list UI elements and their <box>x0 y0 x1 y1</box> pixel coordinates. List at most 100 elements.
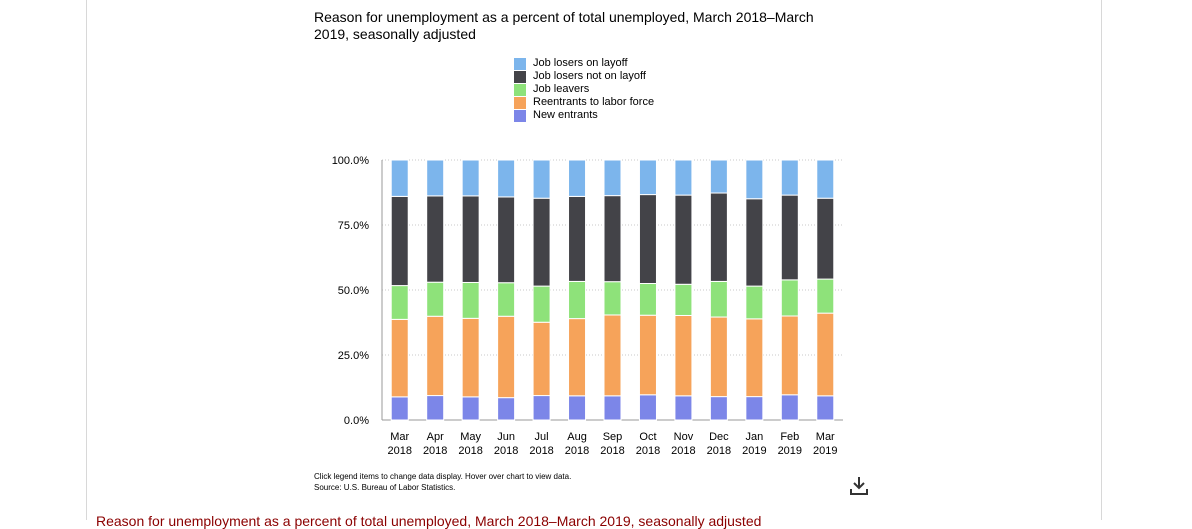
x-tick-label-month: Jun <box>497 431 515 443</box>
bar-segment[interactable] <box>816 278 835 314</box>
bar-segment[interactable] <box>497 159 516 198</box>
bar-segment[interactable] <box>780 394 799 421</box>
bar-segment[interactable] <box>638 283 657 316</box>
bar-segment[interactable] <box>674 283 693 316</box>
bar-segment[interactable] <box>745 318 764 398</box>
bar-segment[interactable] <box>532 197 551 287</box>
bar-segment[interactable] <box>426 195 445 283</box>
chart-legend: Job losers on layoff Job losers not on l… <box>514 57 654 122</box>
bar-segment[interactable] <box>532 321 551 397</box>
bar-segment[interactable] <box>390 285 409 320</box>
bar-segment[interactable] <box>816 395 835 421</box>
bar-segment[interactable] <box>426 395 445 421</box>
legend-label: Job losers not on layoff <box>533 70 646 82</box>
x-tick-label-month: Jan <box>745 431 763 443</box>
bar-segment[interactable] <box>638 314 657 396</box>
download-icon[interactable] <box>848 474 870 498</box>
legend-item-job-leavers[interactable]: Job leavers <box>514 83 654 96</box>
legend-swatch <box>514 70 526 83</box>
bar-segment[interactable] <box>568 195 587 282</box>
x-tick-label-month: May <box>460 431 481 443</box>
panel-border-left <box>86 0 87 520</box>
bar-segment[interactable] <box>603 395 622 421</box>
x-tick-label-month: Nov <box>674 431 694 443</box>
bar-segment[interactable] <box>532 395 551 421</box>
bar-segment[interactable] <box>461 281 480 319</box>
note-instructions: Click legend items to change data displa… <box>314 472 572 481</box>
bar-segment[interactable] <box>603 281 622 316</box>
bar-segment[interactable] <box>709 316 728 398</box>
bar-segment[interactable] <box>532 285 551 323</box>
stacked-bar-chart[interactable]: 0.0% 25.0% 50.0% 75.0% 100.0% Mar 2018 Apr 2018 M… <box>0 0 1192 470</box>
bar-segment[interactable] <box>461 396 480 421</box>
bar-segment[interactable] <box>745 285 764 320</box>
bar-segment[interactable] <box>745 159 764 200</box>
legend-label: New entrants <box>533 109 598 121</box>
bar-segment[interactable] <box>390 195 409 287</box>
bar-segment[interactable] <box>780 279 799 317</box>
bar-segment[interactable] <box>780 194 799 281</box>
x-tick-label-year: 2018 <box>565 445 589 457</box>
x-tick-label-year: 2018 <box>600 445 624 457</box>
bar-segment[interactable] <box>709 159 728 194</box>
bar-segment[interactable] <box>461 159 480 197</box>
bar-segment[interactable] <box>568 318 587 397</box>
bar-segment[interactable] <box>745 198 764 287</box>
bar-segment[interactable] <box>568 280 587 320</box>
bar-segment[interactable] <box>497 315 516 399</box>
legend-item-job-losers-on-layoff[interactable]: Job losers on layoff <box>514 57 654 70</box>
bar-segment[interactable] <box>603 195 622 283</box>
y-tick-label: 0.0% <box>344 415 369 427</box>
panel-border-right <box>1101 0 1102 520</box>
legend-item-reentrants[interactable]: Reentrants to labor force <box>514 96 654 109</box>
bar-segment[interactable] <box>816 312 835 397</box>
legend-swatch <box>514 109 526 122</box>
bar-segment[interactable] <box>780 159 799 196</box>
bar-segment[interactable] <box>674 314 693 397</box>
legend-swatch <box>514 83 526 96</box>
x-tick-label-year: 2019 <box>778 445 802 457</box>
bar-segment[interactable] <box>709 280 728 318</box>
x-tick-label-month: Sep <box>603 431 623 443</box>
bar-segment[interactable] <box>390 396 409 421</box>
bar-segment[interactable] <box>497 397 516 421</box>
bar-segment[interactable] <box>638 159 657 196</box>
bar-segment[interactable] <box>497 282 516 317</box>
bar-segment[interactable] <box>780 315 799 396</box>
bar-segment[interactable] <box>390 159 409 197</box>
bar-segment[interactable] <box>674 159 693 196</box>
bar-segment[interactable] <box>390 318 409 398</box>
legend-item-job-losers-not-on-layoff[interactable]: Job losers not on layoff <box>514 70 654 83</box>
bar-segment[interactable] <box>709 396 728 421</box>
x-tick-label-year: 2018 <box>707 445 731 457</box>
bar-segment[interactable] <box>745 396 764 421</box>
x-tick-label-year: 2018 <box>387 445 411 457</box>
bar-segment[interactable] <box>497 196 516 284</box>
bar-segment[interactable] <box>461 195 480 283</box>
x-tick-label-month: Aug <box>567 431 587 443</box>
y-tick-label: 100.0% <box>332 155 370 167</box>
legend-label: Reentrants to labor force <box>533 96 655 108</box>
bar-segment[interactable] <box>426 159 445 197</box>
bar-segment[interactable] <box>568 395 587 421</box>
bar-segment[interactable] <box>674 194 693 285</box>
x-tick-label-year: 2018 <box>458 445 482 457</box>
legend-swatch <box>514 96 526 109</box>
bar-segment[interactable] <box>709 192 728 282</box>
chart-title: Reason for unemployment as a percent of … <box>314 9 814 42</box>
bar-segment[interactable] <box>568 159 587 197</box>
bar-segment[interactable] <box>603 159 622 197</box>
x-tick-label-year: 2018 <box>529 445 553 457</box>
bar-segment[interactable] <box>603 314 622 397</box>
bar-segment[interactable] <box>816 197 835 280</box>
bar-segment[interactable] <box>426 281 445 317</box>
bar-segment[interactable] <box>532 159 551 199</box>
bar-segment[interactable] <box>461 317 480 398</box>
bar-segment[interactable] <box>426 315 445 397</box>
legend-item-new-entrants[interactable]: New entrants <box>514 109 654 122</box>
bottom-heading: Reason for unemployment as a percent of … <box>96 513 762 529</box>
bar-segment[interactable] <box>816 159 835 199</box>
bar-segment[interactable] <box>638 194 657 284</box>
bar-segment[interactable] <box>674 395 693 421</box>
bar-segment[interactable] <box>638 394 657 421</box>
